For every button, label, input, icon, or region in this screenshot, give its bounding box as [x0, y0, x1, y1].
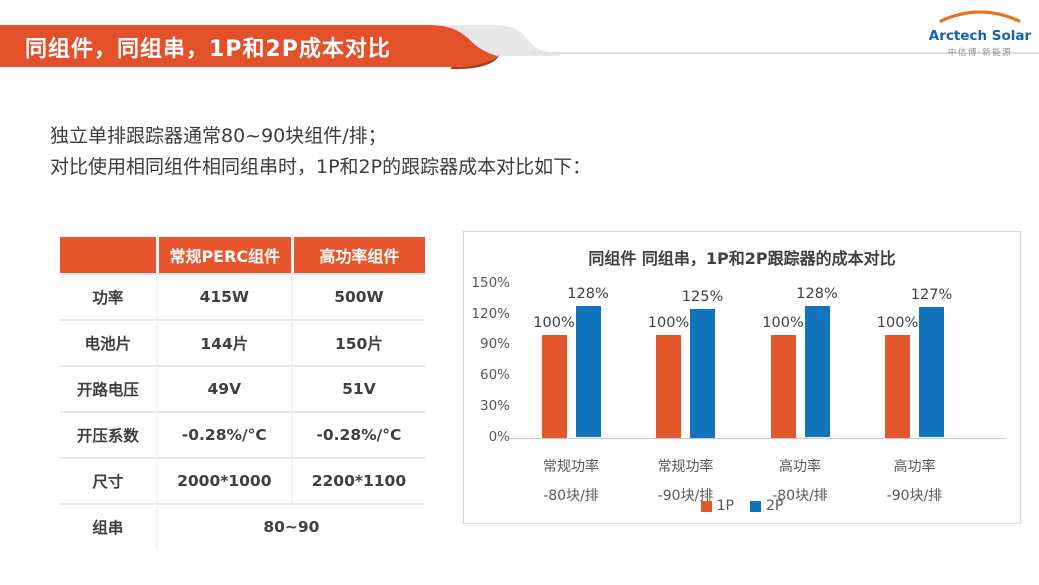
- row-value: -0.28%/°C: [155, 411, 291, 457]
- cost-comparison-chart: 同组件 同组串，1P和2P跟踪器的成本对比 150% 120% 90% 60% 30% 0…: [463, 231, 1021, 524]
- row-value: 150片: [290, 319, 425, 365]
- legend-swatch-1p: [700, 500, 712, 512]
- x-category-line: -90块/排: [886, 488, 943, 504]
- table-header-perc: 常规PERC组件: [155, 237, 291, 273]
- y-axis-tick: 0%: [488, 428, 510, 445]
- bar-value-label: 100%: [762, 315, 804, 331]
- bar-1p: [770, 335, 796, 438]
- table-header-blank: [60, 237, 156, 273]
- bar-2p: [690, 309, 715, 438]
- logo-arc-icon: [939, 10, 1021, 23]
- row-value-merged: 80~90: [155, 503, 425, 549]
- arctech-logo: Arctech Solar 中信博·新能源: [927, 8, 1033, 58]
- table-row: 开压系数 -0.28%/°C -0.28%/°C: [60, 411, 425, 457]
- table-header-row: 常规PERC组件 高功率组件: [60, 237, 425, 273]
- row-label: 功率: [60, 273, 156, 319]
- x-category-label: 常规功率 -80块/排: [513, 453, 629, 511]
- table-header-highpower: 高功率组件: [290, 237, 425, 273]
- x-category-line: 常规功率: [657, 459, 714, 475]
- legend-item-1p: 1P: [700, 498, 734, 514]
- slide-title: 同组件，同组串，1P和2P成本对比: [25, 37, 391, 62]
- body-text-line1: 独立单排跟踪器通常80~90块组件/排；: [50, 125, 387, 147]
- row-label: 电池片: [60, 319, 156, 365]
- logo-subtitle: 中信博·新能源: [947, 48, 1013, 58]
- bar-value-label: 100%: [876, 315, 919, 331]
- row-label: 组串: [60, 503, 156, 549]
- chart-legend: 1P 2P: [464, 498, 1020, 514]
- row-value: 2200*1100: [290, 457, 425, 503]
- x-category-line: -80块/排: [772, 488, 828, 504]
- row-label: 开压系数: [60, 411, 156, 457]
- bar-value-label: 128%: [567, 286, 609, 303]
- row-value: 49V: [155, 365, 291, 411]
- table-row: 组串 80~90: [60, 503, 425, 549]
- y-axis-tick: 90%: [479, 336, 510, 353]
- legend-item-2p: 2P: [750, 498, 783, 514]
- legend-label-2p: 2P: [766, 498, 784, 514]
- table-row: 电池片 144片 150片: [60, 319, 425, 365]
- bar-value-label: 127%: [910, 287, 953, 304]
- bar-value-label: 100%: [533, 315, 575, 331]
- legend-label-1p: 1P: [716, 498, 734, 514]
- bar-value-label: 128%: [796, 286, 838, 303]
- table-row: 功率 415W 500W: [60, 273, 425, 319]
- row-label: 开路电压: [60, 365, 156, 411]
- x-axis-line: [510, 437, 1006, 439]
- bar-1p: [885, 335, 910, 438]
- y-axis-tick: 60%: [479, 367, 510, 383]
- x-category-label: 高功率 -90块/排: [857, 453, 973, 511]
- row-value: 500W: [290, 273, 425, 319]
- y-axis-tick: 150%: [471, 274, 510, 291]
- y-axis-tick: 120%: [471, 305, 510, 322]
- spec-table: 常规PERC组件 高功率组件 功率 415W 500W 电池片 144片 150…: [60, 237, 425, 549]
- bar-2p: [919, 307, 944, 438]
- row-value: 2000*1000: [155, 457, 291, 503]
- x-category-label: 高功率 -80块/排: [742, 453, 858, 511]
- row-value: 144片: [155, 319, 291, 365]
- header-rule: [530, 52, 1039, 54]
- bar-value-label: 100%: [647, 315, 690, 331]
- x-category-line: 高功率: [893, 459, 936, 475]
- x-category-line: -80块/排: [543, 488, 599, 504]
- body-text-line2: 对比使用相同组件相同组串时，1P和2P的跟踪器成本对比如下：: [50, 156, 592, 178]
- chart-title: 同组件 同组串，1P和2P跟踪器的成本对比: [588, 249, 896, 268]
- x-category-line: -90块/排: [657, 488, 714, 504]
- logo-name: Arctech Solar: [928, 28, 1032, 44]
- x-category-line: 高功率: [779, 459, 821, 475]
- table-row: 开路电压 49V 51V: [60, 365, 425, 411]
- row-value: 415W: [155, 273, 291, 319]
- row-value: -0.28%/°C: [290, 411, 425, 457]
- bar-value-label: 125%: [681, 289, 724, 306]
- bar-2p: [804, 306, 830, 438]
- table-row: 尺寸 2000*1000 2200*1100: [60, 457, 425, 503]
- x-category-line: 常规功率: [543, 459, 599, 475]
- title-banner-ribbon: [0, 25, 560, 70]
- body-text: 独立单排跟踪器通常80~90块组件/排； 对比使用相同组件相同组串时，1P和2P…: [50, 121, 591, 183]
- row-value: 51V: [290, 365, 425, 411]
- bar-1p: [656, 335, 681, 438]
- legend-swatch-2p: [750, 500, 761, 512]
- y-axis-tick: 30%: [479, 397, 510, 414]
- bar-2p: [575, 306, 601, 438]
- x-category-label: 常规功率 -90块/排: [628, 453, 744, 511]
- row-label: 尺寸: [60, 457, 156, 503]
- bar-1p: [541, 335, 567, 438]
